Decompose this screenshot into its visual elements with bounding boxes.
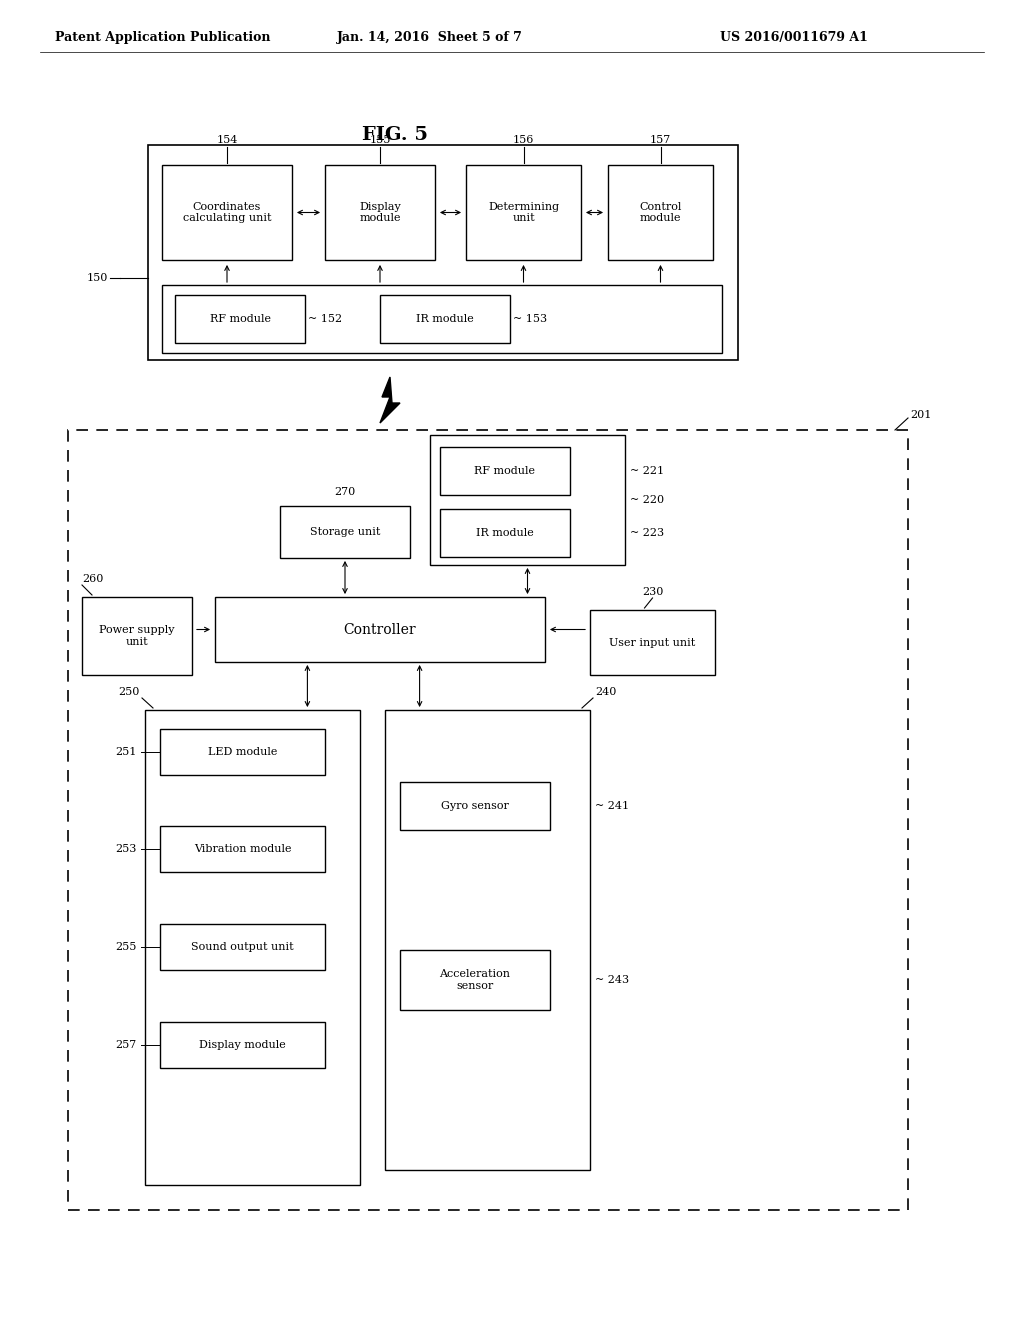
Text: Sound output unit: Sound output unit — [191, 942, 294, 952]
Text: IR module: IR module — [476, 528, 534, 539]
Bar — [148, 145, 738, 360]
Bar — [440, 510, 570, 557]
Text: 240: 240 — [595, 686, 616, 697]
Text: Determining
unit: Determining unit — [488, 202, 559, 223]
Bar — [385, 710, 590, 1170]
Bar — [160, 826, 325, 873]
Bar — [400, 781, 550, 830]
Text: RF module: RF module — [474, 466, 536, 477]
Bar — [400, 950, 550, 1010]
Text: 154: 154 — [216, 135, 238, 145]
Bar — [160, 1022, 325, 1068]
Bar — [440, 447, 570, 495]
Bar — [145, 710, 360, 1185]
Text: 156: 156 — [513, 135, 535, 145]
Bar — [325, 165, 435, 260]
Text: Display
module: Display module — [359, 202, 400, 223]
Text: ~ 220: ~ 220 — [630, 495, 665, 506]
Text: 230: 230 — [642, 587, 664, 597]
Text: Controller: Controller — [344, 623, 417, 636]
Bar — [380, 294, 510, 343]
Text: Control
module: Control module — [639, 202, 682, 223]
Bar — [215, 597, 545, 663]
Text: 150: 150 — [87, 273, 108, 282]
Bar — [280, 506, 410, 558]
Text: ~ 243: ~ 243 — [595, 975, 629, 985]
Text: 253: 253 — [116, 843, 137, 854]
Text: Jan. 14, 2016  Sheet 5 of 7: Jan. 14, 2016 Sheet 5 of 7 — [337, 30, 523, 44]
Text: Gyro sensor: Gyro sensor — [441, 801, 509, 810]
Text: 270: 270 — [335, 487, 355, 498]
Text: ~ 241: ~ 241 — [595, 801, 629, 810]
Text: 251: 251 — [116, 747, 137, 756]
Text: FIG. 5: FIG. 5 — [362, 125, 428, 144]
Bar — [68, 430, 908, 1210]
Text: ~ 152: ~ 152 — [308, 314, 342, 323]
Text: ~ 153: ~ 153 — [513, 314, 547, 323]
Text: Patent Application Publication: Patent Application Publication — [55, 30, 270, 44]
Bar — [430, 436, 625, 565]
Text: LED module: LED module — [208, 747, 278, 756]
Text: IR module: IR module — [416, 314, 474, 323]
Bar — [160, 924, 325, 970]
Text: 155: 155 — [370, 135, 391, 145]
Bar — [175, 294, 305, 343]
Bar — [466, 165, 581, 260]
Text: User input unit: User input unit — [609, 638, 695, 648]
Bar — [590, 610, 715, 675]
Text: Vibration module: Vibration module — [194, 843, 291, 854]
Polygon shape — [380, 378, 400, 422]
Text: 201: 201 — [910, 411, 932, 420]
Bar — [82, 597, 193, 675]
Text: RF module: RF module — [210, 314, 270, 323]
Text: Power supply
unit: Power supply unit — [99, 626, 175, 647]
Text: 250: 250 — [119, 686, 140, 697]
Text: 260: 260 — [82, 574, 103, 583]
Text: ~ 223: ~ 223 — [630, 528, 665, 539]
Text: 157: 157 — [650, 135, 671, 145]
Text: Display module: Display module — [199, 1040, 286, 1049]
Text: US 2016/0011679 A1: US 2016/0011679 A1 — [720, 30, 868, 44]
Text: 255: 255 — [116, 942, 137, 952]
Text: ~ 221: ~ 221 — [630, 466, 665, 477]
Text: Acceleration
sensor: Acceleration sensor — [439, 969, 511, 991]
Bar — [608, 165, 713, 260]
Text: 257: 257 — [116, 1040, 137, 1049]
Bar — [160, 729, 325, 775]
Text: Coordinates
calculating unit: Coordinates calculating unit — [182, 202, 271, 223]
Text: Storage unit: Storage unit — [310, 527, 380, 537]
Bar — [162, 165, 292, 260]
Bar — [162, 285, 722, 352]
